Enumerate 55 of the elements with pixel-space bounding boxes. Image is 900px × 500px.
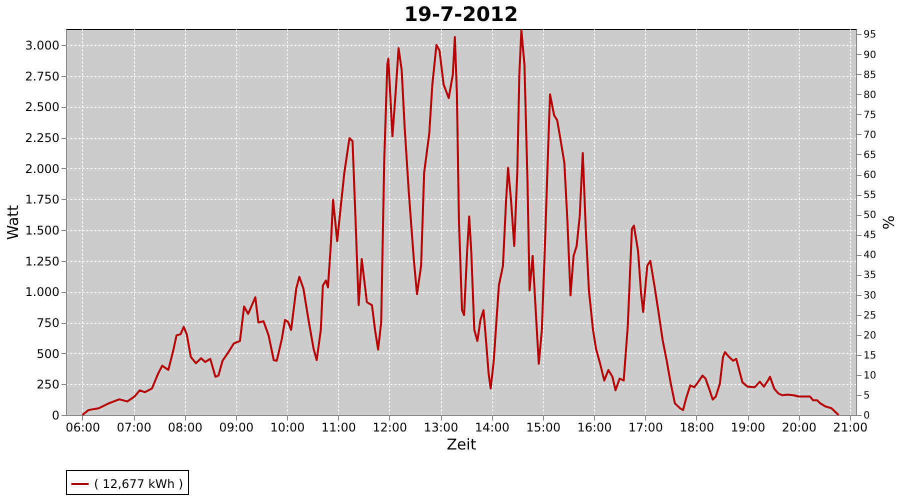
line-series — [81, 29, 840, 416]
chart-title: 19-7-2012 — [404, 2, 518, 26]
y2-tick-label: 5 — [864, 390, 870, 402]
x-tick-label: 16:00 — [577, 420, 612, 434]
x-tick-label: 13:00 — [424, 420, 458, 434]
x-tick-label: 12:00 — [372, 420, 408, 434]
y-tick-label: 2.750 — [25, 69, 60, 84]
y2-axis-title: % — [879, 215, 898, 230]
y2-tick-label: 40 — [864, 250, 876, 262]
x-tick-label: 19:00 — [730, 420, 766, 434]
x-tick-label: 17:00 — [628, 420, 663, 434]
y2-tick-label: 30 — [864, 290, 876, 302]
y-tick-label: 0 — [52, 408, 60, 422]
y2-tick-label: 70 — [864, 130, 876, 141]
x-tick-label: 06:00 — [66, 420, 100, 434]
y2-tick-label: 65 — [864, 150, 876, 161]
y-tick-label: 1.750 — [25, 192, 60, 207]
x-tick-label: 10:00 — [270, 420, 305, 434]
y2-tick-label: 45 — [864, 230, 876, 242]
y-tick-label: 1.500 — [25, 224, 60, 238]
x-tick-label: 11:00 — [321, 420, 356, 434]
y-tick-label: 750 — [36, 316, 60, 330]
y-tick-label: 1.250 — [25, 254, 60, 268]
x-tick-label: 09:00 — [219, 420, 254, 434]
x-tick-label: 20:00 — [782, 420, 816, 434]
y2-tick-label: 15 — [864, 350, 876, 362]
y2-tick-label: 25 — [864, 310, 876, 322]
x-tick-label: 21:00 — [833, 420, 868, 434]
x-tick-label: 07:00 — [116, 420, 152, 434]
y2-tick-label: 0 — [864, 410, 870, 422]
y-tick-label: 2.500 — [25, 100, 60, 114]
y2-tick-label: 80 — [864, 90, 876, 101]
y-tick-label: 250 — [36, 378, 60, 392]
y-tick-label: 2.000 — [25, 162, 60, 176]
y-tick-label: 3.000 — [25, 38, 60, 53]
x-tick-label: 14:00 — [474, 420, 510, 434]
y-tick-label: 500 — [36, 346, 60, 361]
y-axis-title: Watt — [4, 204, 22, 240]
x-tick-label: 08:00 — [168, 420, 202, 434]
y-tick-label: 1.000 — [25, 285, 60, 300]
y2-tick-label: 95 — [864, 30, 876, 41]
x-tick-label: 15:00 — [526, 420, 561, 434]
y-tick-label: 2.250 — [25, 131, 60, 146]
x-tick-label: 18:00 — [680, 420, 714, 434]
y2-tick-label: 75 — [864, 110, 876, 121]
y2-tick-label: 60 — [864, 170, 876, 181]
y2-tick-label: 10 — [864, 370, 876, 382]
legend-label: ( 12,677 kWh ) — [94, 477, 184, 491]
y2-tick-label: 50 — [864, 210, 876, 222]
y2-tick-label: 20 — [864, 330, 876, 342]
y2-tick-label: 55 — [864, 190, 876, 202]
x-axis-title: Zeit — [446, 436, 476, 454]
y2-tick-label: 90 — [864, 50, 876, 61]
y2-tick-label: 85 — [864, 70, 876, 81]
y2-tick-label: 35 — [864, 270, 876, 282]
